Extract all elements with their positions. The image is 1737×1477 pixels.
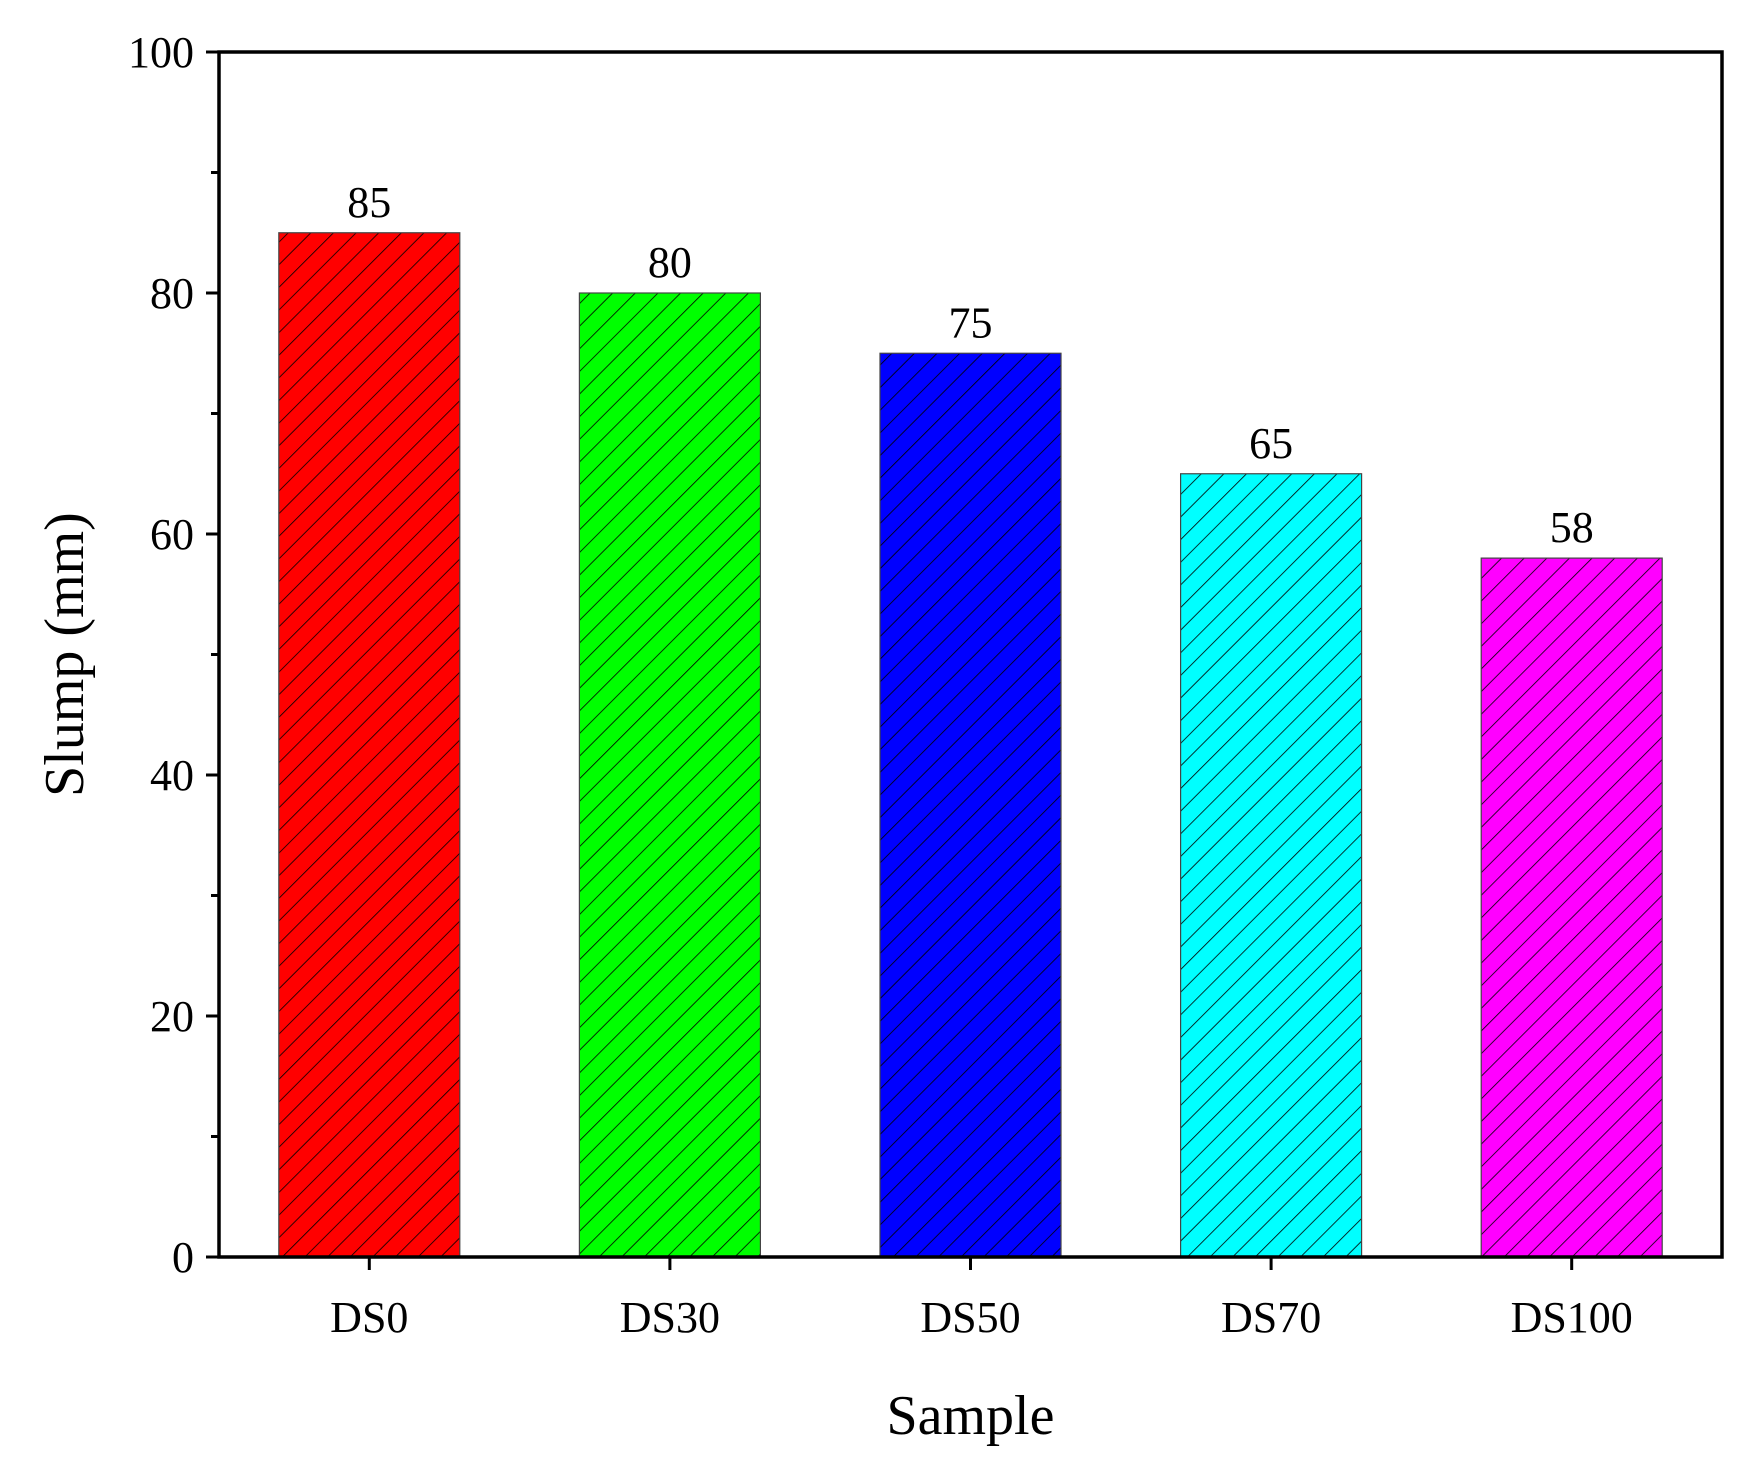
x-tick-label-ds30: DS30 (620, 1293, 720, 1342)
y-tick-label-60: 60 (150, 510, 194, 559)
data-label-ds50: 75 (949, 298, 993, 347)
y-tick-label-20: 20 (150, 992, 194, 1041)
bar-ds30 (578, 292, 762, 1258)
y-tick-label-0: 0 (172, 1233, 194, 1282)
x-axis-title: Sample (887, 1385, 1055, 1447)
y-tick-label-80: 80 (150, 269, 194, 318)
bar-ds100 (1480, 557, 1663, 1258)
x-tick-label-ds100: DS100 (1511, 1293, 1633, 1342)
data-label-ds0: 85 (347, 178, 391, 227)
x-tick-label-ds50: DS50 (920, 1293, 1020, 1342)
y-tick-label-40: 40 (150, 751, 194, 800)
x-tick-label-ds70: DS70 (1221, 1293, 1321, 1342)
bar-ds0 (278, 232, 461, 1258)
y-tick-label-100: 100 (128, 28, 194, 77)
data-label-ds100: 58 (1550, 503, 1594, 552)
bar-ds70 (1179, 473, 1363, 1258)
bars-layer (278, 232, 1663, 1258)
data-label-ds30: 80 (648, 238, 692, 287)
y-axis-title: Slump (mm) (34, 512, 96, 797)
bar-ds50 (879, 352, 1062, 1258)
x-tick-label-ds0: DS0 (330, 1293, 408, 1342)
data-label-ds70: 65 (1249, 419, 1293, 468)
labels-layer: 85 DS0 80 DS30 75 DS50 65 DS70 58 DS100 0 20 40 60 80 1… (128, 28, 1633, 1342)
ticks-layer (206, 50, 1574, 1270)
